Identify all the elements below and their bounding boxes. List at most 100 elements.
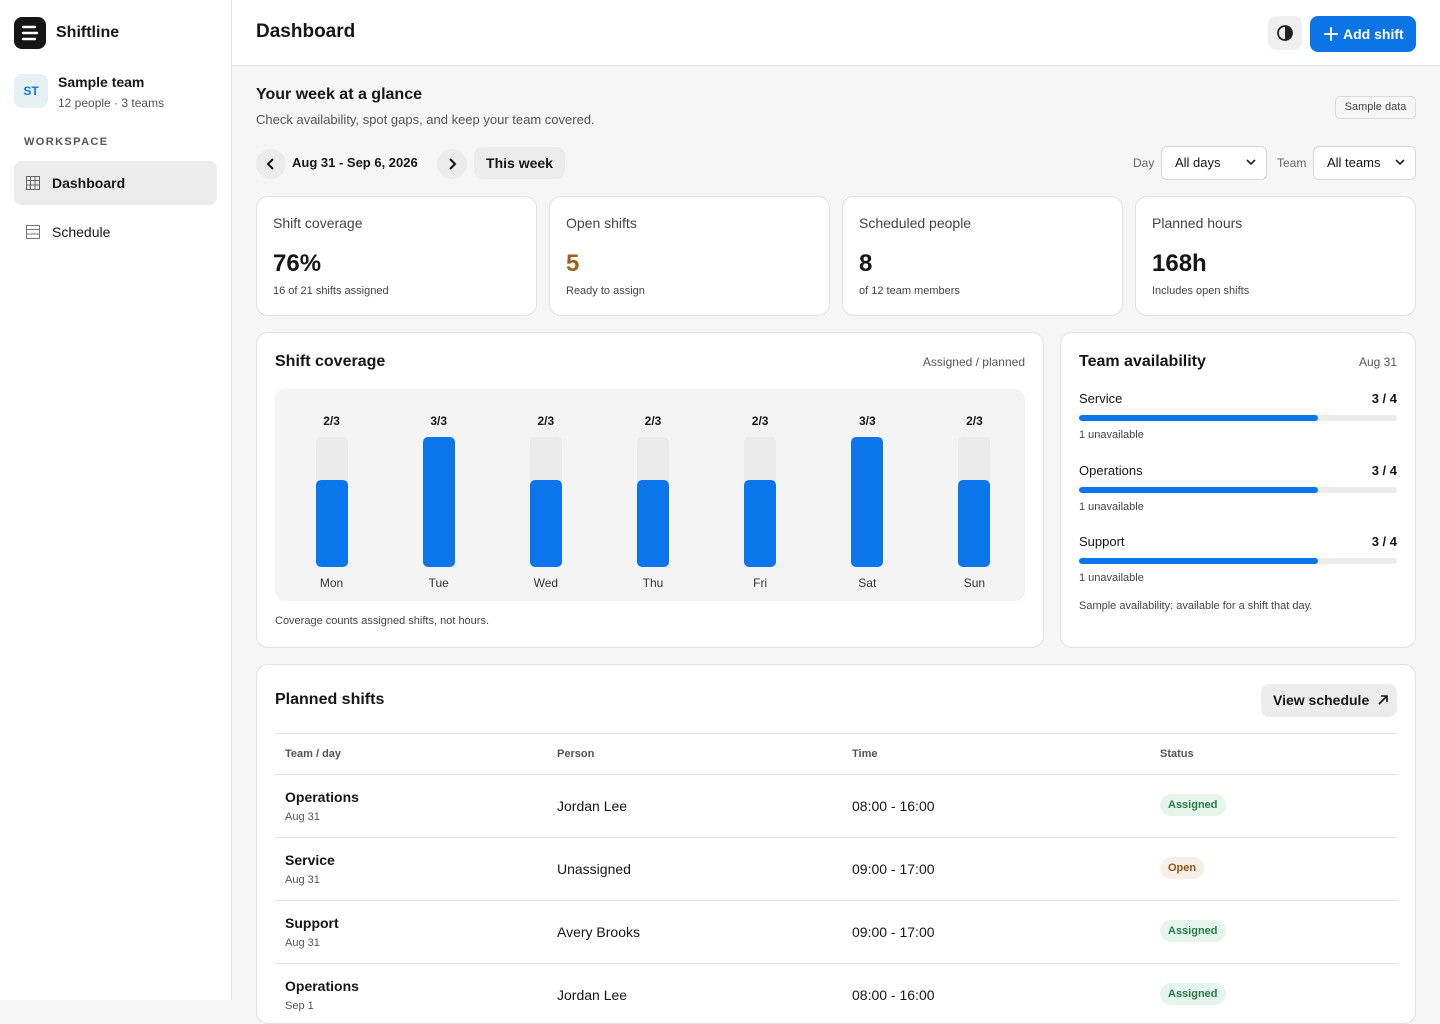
row-rule xyxy=(275,837,1398,838)
progress-track xyxy=(1079,415,1397,421)
day-label: Day xyxy=(1133,156,1155,170)
logo xyxy=(14,17,46,49)
team-cell: Support xyxy=(285,915,339,931)
time-cell: 09:00 - 17:00 xyxy=(852,861,935,877)
prev-week[interactable] xyxy=(256,149,286,179)
stat-card: Open shifts 5 Ready to assign xyxy=(549,196,830,316)
stat-value: 76% xyxy=(273,250,322,277)
team-count: 3 / 4 xyxy=(1371,462,1397,478)
this-week-button[interactable]: This week xyxy=(474,147,565,179)
coverage-chart: 2/3 Mon 3/3 Tue 2/3 Wed 2/3 Thu 2/3 Fri 3/3 Sat 2/3 S… xyxy=(275,389,1025,601)
intro-title: Your week at a glance xyxy=(256,86,422,103)
button-label: View schedule xyxy=(1273,692,1370,708)
team-name: Sample team xyxy=(58,74,145,90)
team-cell: Service xyxy=(285,852,335,868)
footnote: Sample availability: available for a shi… xyxy=(1079,600,1313,612)
time-cell: 08:00 - 16:00 xyxy=(852,987,935,1003)
person-cell: Unassigned xyxy=(557,861,631,877)
stat-label: Open shifts xyxy=(566,215,637,231)
bar xyxy=(529,480,562,567)
progress-bar xyxy=(1079,486,1318,493)
team-select[interactable]: All teams xyxy=(1313,146,1416,180)
bar-label: 2/3 xyxy=(966,414,983,428)
bar-label: 2/3 xyxy=(537,414,555,428)
bar-label: 2/3 xyxy=(751,414,769,428)
app-name: Shiftline xyxy=(56,24,120,41)
shifts-card: Planned shifts View schedule Team / day P… xyxy=(256,664,1416,1024)
column-header: Team / day xyxy=(285,748,342,760)
x-tick-label: Sun xyxy=(963,576,986,590)
progress-bar xyxy=(1079,415,1318,421)
x-tick-label: Wed xyxy=(533,576,559,590)
team-name: Operations xyxy=(1079,462,1143,478)
date-cell: Aug 31 xyxy=(285,811,320,823)
stat-note: of 12 team members xyxy=(859,285,960,297)
bar-label: 2/3 xyxy=(323,414,340,428)
nav-item[interactable]: Schedule xyxy=(14,210,217,254)
x-tick-label: Tue xyxy=(428,576,449,590)
team-name: Service xyxy=(1079,391,1123,406)
team-note: 1 unavailable xyxy=(1079,572,1144,584)
progress-track xyxy=(1079,558,1397,564)
person-cell: Jordan Lee xyxy=(557,987,628,1003)
stat-card: Shift coverage 76% 16 of 21 shifts assigne… xyxy=(256,196,537,316)
team-cell: Operations xyxy=(285,978,359,994)
card-title: Team availability xyxy=(1079,353,1206,370)
view-schedule-button[interactable]: View schedule xyxy=(1261,684,1397,717)
status-badge: Open xyxy=(1160,857,1205,879)
date-cell: Aug 31 xyxy=(285,937,320,949)
team-avatar: ST xyxy=(14,74,48,108)
date-range: Aug 31 - Sep 6, 2026 xyxy=(292,155,418,170)
footnote: Coverage counts assigned shifts, not hou… xyxy=(275,615,490,627)
person-cell: Avery Brooks xyxy=(557,924,640,940)
bar xyxy=(744,480,777,567)
team-count: 3 / 4 xyxy=(1371,534,1397,549)
add-shift-button[interactable]: Add shift xyxy=(1310,16,1416,52)
stat-value: 8 xyxy=(859,250,873,277)
date-cell: Aug 31 xyxy=(285,874,320,886)
stat-card: Scheduled people 8 of 12 team members xyxy=(842,196,1123,316)
status-badge: Assigned xyxy=(1160,794,1226,816)
row-rule xyxy=(275,963,1398,964)
stat-value: 168h xyxy=(1152,250,1207,277)
time-cell: 09:00 - 17:00 xyxy=(852,924,935,940)
row-rule xyxy=(275,900,1398,901)
table-rule xyxy=(275,733,1398,734)
column-header: Time xyxy=(852,748,878,760)
progress-bar xyxy=(1079,558,1318,564)
nav-item-active[interactable]: Dashboard xyxy=(14,161,217,205)
nav-label: Dashboard xyxy=(52,175,126,191)
team-count: 3 / 4 xyxy=(1371,391,1397,406)
team-meta: 12 people · 3 teams xyxy=(58,96,165,110)
column-header: Person xyxy=(557,748,595,760)
select-value: All teams xyxy=(1327,155,1381,170)
x-tick-label: Mon xyxy=(319,576,344,590)
person-cell: Jordan Lee xyxy=(557,798,628,814)
coverage-card: Shift coverage Assigned / planned 2/3 Mon… xyxy=(256,332,1044,648)
bar-label: 3/3 xyxy=(858,414,876,428)
stat-note: 16 of 21 shifts assigned xyxy=(273,285,389,297)
stat-value: 5 xyxy=(566,250,580,277)
stat-card: Planned hours 168h Includes open shifts xyxy=(1135,196,1416,316)
column-header: Status xyxy=(1160,748,1194,760)
progress-track xyxy=(1079,486,1397,493)
bar xyxy=(637,480,669,567)
bar xyxy=(958,480,991,567)
availability-card: Team availability Aug 31 Service 3 / 4 1 u… xyxy=(1060,332,1416,648)
day-select[interactable]: All days xyxy=(1161,146,1267,180)
button-label: Add shift xyxy=(1343,26,1404,42)
team-name: Support xyxy=(1079,534,1125,549)
app: Shiftline ST Sample team 12 people · 3 t… xyxy=(14,0,1440,1024)
date-cell: Sep 1 xyxy=(285,1000,314,1012)
bar xyxy=(315,480,348,567)
time-cell: 08:00 - 16:00 xyxy=(852,798,935,814)
team-note: 1 unavailable xyxy=(1079,429,1144,441)
next-week[interactable] xyxy=(437,149,467,179)
legend-text: Assigned / planned xyxy=(922,355,1025,369)
status-badge: Assigned xyxy=(1160,983,1226,1005)
nav-section: WORKSPACE xyxy=(24,136,109,148)
stat-label: Planned hours xyxy=(1152,215,1243,231)
select-value: All days xyxy=(1175,155,1221,170)
x-tick-label: Fri xyxy=(753,576,768,590)
theme-toggle[interactable] xyxy=(1268,16,1302,50)
